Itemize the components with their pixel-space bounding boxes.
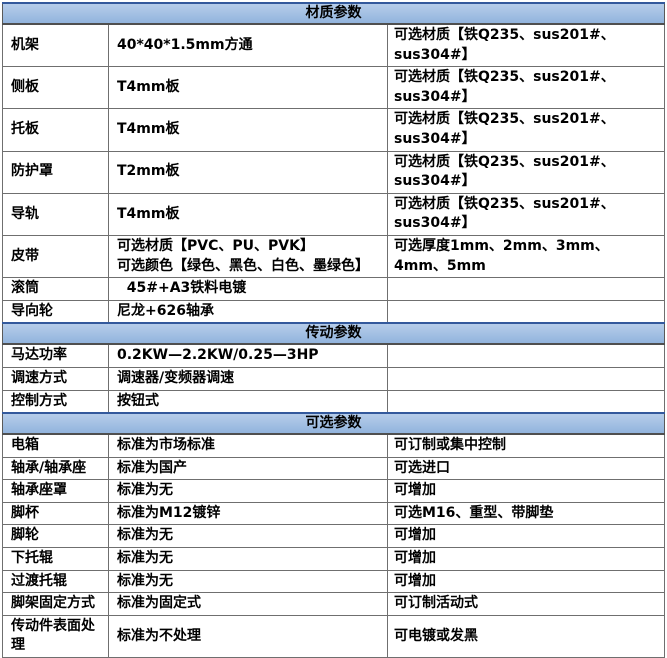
section-header-row: 材质参数 (2, 2, 665, 25)
row-label-cell: 轴承/轴承座 (2, 456, 109, 481)
section-header-title: 传动参数 (2, 322, 665, 346)
table-row: 滚筒 45#+A3铁料电镀 (2, 277, 665, 301)
row-standard-cell: 40*40*1.5mm方通 (108, 23, 388, 68)
row-option-cell: 可选M16、重型、带脚垫 (387, 501, 665, 526)
table-row: 导向轮 尼龙+626轴承 (2, 299, 665, 324)
table-row: 托板 T4mm板 可选材质【铁Q235、sus201#、sus304#】 (2, 108, 665, 152)
row-label-cell: 导轨 (2, 192, 109, 236)
row-option-cell: 可选材质【铁Q235、sus201#、sus304#】 (387, 66, 665, 110)
section-header-title: 材质参数 (2, 2, 665, 25)
row-label-cell: 调速方式 (2, 366, 109, 391)
row-standard-cell: 可选材质【PVC、PU、PVK】 可选颜色【绿色、黑色、白色、墨绿色】 (108, 234, 388, 279)
table-row: 脚杯 标准为M12镀锌 可选M16、重型、带脚垫 (2, 501, 665, 526)
row-standard-cell: 调速器/变频器调速 (108, 366, 388, 391)
row-standard-cell: T4mm板 (108, 108, 388, 152)
section-header-title: 可选参数 (2, 412, 665, 436)
row-option-cell: 可增加 (387, 479, 665, 503)
row-label-cell: 皮带 (2, 234, 109, 279)
row-standard-cell: 按钮式 (108, 389, 388, 414)
row-label-cell: 过渡托辊 (2, 569, 109, 594)
row-standard-cell: 标准为固定式 (108, 592, 388, 616)
table-row: 侧板 T4mm板 可选材质【铁Q235、sus201#、sus304#】 (2, 66, 665, 110)
row-standard-cell: 标准为国产 (108, 456, 388, 481)
row-standard-cell: 标准为无 (108, 569, 388, 594)
table-row: 过渡托辊 标准为无 可增加 (2, 569, 665, 594)
table-row: 导轨 T4mm板 可选材质【铁Q235、sus201#、sus304#】 (2, 192, 665, 236)
row-label-cell: 下托辊 (2, 547, 109, 571)
row-standard-cell: 标准为无 (108, 547, 388, 571)
table-row: 轴承座罩 标准为无 可增加 (2, 479, 665, 503)
table-row: 防护罩 T2mm板 可选材质【铁Q235、sus201#、sus304#】 (2, 150, 665, 194)
row-option-cell: 可选材质【铁Q235、sus201#、sus304#】 (387, 23, 665, 68)
row-standard-cell: 0.2KW—2.2KW/0.25—3HP (108, 343, 388, 368)
row-option-cell: 可订制或集中控制 (387, 433, 665, 458)
row-standard-cell: 标准为无 (108, 479, 388, 503)
table-row: 脚轮 标准为无 可增加 (2, 524, 665, 549)
row-label-cell: 轴承座罩 (2, 479, 109, 503)
row-label-cell: 防护罩 (2, 150, 109, 194)
row-label-cell: 控制方式 (2, 389, 109, 414)
row-standard-cell: T4mm板 (108, 66, 388, 110)
table-row: 马达功率 0.2KW—2.2KW/0.25—3HP (2, 343, 665, 368)
table-row: 电箱 标准为市场标准 可订制或集中控制 (2, 433, 665, 458)
row-option-cell (387, 389, 665, 414)
table-row: 控制方式 按钮式 (2, 389, 665, 414)
row-label-cell: 马达功率 (2, 343, 109, 368)
row-option-cell: 可选材质【铁Q235、sus201#、sus304#】 (387, 192, 665, 236)
row-option-cell: 可选材质【铁Q235、sus201#、sus304#】 (387, 150, 665, 194)
row-option-cell: 可选厚度1mm、2mm、3mm、4mm、5mm (387, 234, 665, 279)
row-option-cell: 可选材质【铁Q235、sus201#、sus304#】 (387, 108, 665, 152)
row-standard-cell: T2mm板 (108, 150, 388, 194)
table-row: 传动件表面处理 标准为不处理 可电镀或发黑 (2, 614, 665, 658)
row-standard-cell: 标准为市场标准 (108, 433, 388, 458)
row-option-cell: 可增加 (387, 547, 665, 571)
row-option-cell (387, 277, 665, 301)
table-row: 脚架固定方式 标准为固定式 可订制活动式 (2, 592, 665, 616)
row-standard-cell: 标准为不处理 (108, 614, 388, 658)
row-option-cell: 可电镀或发黑 (387, 614, 665, 658)
row-standard-cell: 标准为M12镀锌 (108, 501, 388, 526)
row-label-cell: 传动件表面处理 (2, 614, 109, 658)
row-label-cell: 脚轮 (2, 524, 109, 549)
row-standard-cell: T4mm板 (108, 192, 388, 236)
table-row: 下托辊 标准为无 可增加 (2, 547, 665, 571)
table-row: 皮带 可选材质【PVC、PU、PVK】 可选颜色【绿色、黑色、白色、墨绿色】 可选厚… (2, 234, 665, 279)
row-option-cell: 可增加 (387, 569, 665, 594)
row-option-cell (387, 366, 665, 391)
row-standard-cell: 标准为无 (108, 524, 388, 549)
row-standard-cell: 45#+A3铁料电镀 (108, 277, 388, 301)
row-label-cell: 侧板 (2, 66, 109, 110)
row-label-cell: 导向轮 (2, 299, 109, 324)
row-standard-cell: 尼龙+626轴承 (108, 299, 388, 324)
row-label-cell: 机架 (2, 23, 109, 68)
row-option-cell (387, 343, 665, 368)
row-label-cell: 电箱 (2, 433, 109, 458)
section-header-row: 传动参数 (2, 322, 665, 346)
row-option-cell: 可增加 (387, 524, 665, 549)
row-label-cell: 脚杯 (2, 501, 109, 526)
table-row: 机架 40*40*1.5mm方通 可选材质【铁Q235、sus201#、sus304… (2, 23, 665, 68)
row-option-cell: 可订制活动式 (387, 592, 665, 616)
row-label-cell: 托板 (2, 108, 109, 152)
table-row: 轴承/轴承座 标准为国产 可选进口 (2, 456, 665, 481)
table-row: 调速方式 调速器/变频器调速 (2, 366, 665, 391)
row-label-cell: 滚筒 (2, 277, 109, 301)
row-option-cell (387, 299, 665, 324)
row-label-cell: 脚架固定方式 (2, 592, 109, 616)
section-header-row: 可选参数 (2, 412, 665, 436)
row-option-cell: 可选进口 (387, 456, 665, 481)
